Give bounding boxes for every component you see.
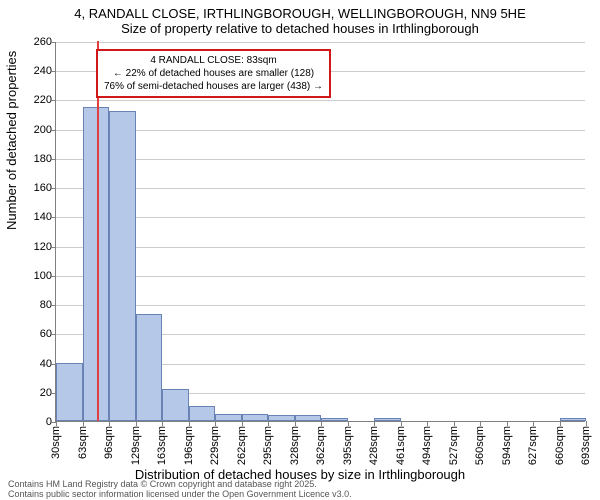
y-axis-label: Number of detached properties	[4, 51, 19, 230]
x-tick-label: 262sqm	[236, 426, 248, 465]
histogram-bar	[83, 107, 110, 421]
credits-line2: Contains public sector information licen…	[8, 490, 352, 500]
chart-title-main: 4, RANDALL CLOSE, IRTHLINGBOROUGH, WELLI…	[0, 0, 600, 21]
chart-container: 4, RANDALL CLOSE, IRTHLINGBOROUGH, WELLI…	[0, 0, 600, 500]
x-tick-label: 395sqm	[342, 426, 354, 465]
histogram-bar	[295, 415, 322, 421]
x-tick-label: 594sqm	[501, 426, 513, 465]
x-tick-label: 30sqm	[50, 426, 62, 459]
x-tick-label: 494sqm	[421, 426, 433, 465]
x-tick-label: 229sqm	[209, 426, 221, 465]
info-box-line3: 76% of semi-detached houses are larger (…	[104, 80, 323, 93]
x-tick-label: 295sqm	[262, 426, 274, 465]
x-tick-label: 627sqm	[527, 426, 539, 465]
histogram-bar	[215, 414, 242, 421]
info-box: 4 RANDALL CLOSE: 83sqm ← 22% of detached…	[96, 49, 331, 98]
histogram-bar	[136, 314, 163, 421]
histogram-bar	[242, 414, 269, 421]
x-tick-label: 461sqm	[395, 426, 407, 465]
x-tick-label: 96sqm	[103, 426, 115, 459]
info-box-line1: 4 RANDALL CLOSE: 83sqm	[104, 54, 323, 67]
x-tick-label: 362sqm	[315, 426, 327, 465]
x-tick-label: 428sqm	[368, 426, 380, 465]
x-tick-label: 527sqm	[448, 426, 460, 465]
x-tick-label: 328sqm	[289, 426, 301, 465]
histogram-bar	[560, 418, 587, 421]
x-tick-label: 129sqm	[130, 426, 142, 465]
histogram-bar	[162, 389, 189, 421]
x-tick-label: 693sqm	[580, 426, 592, 465]
histogram-bar	[56, 363, 83, 421]
info-box-line2: ← 22% of detached houses are smaller (12…	[104, 67, 323, 80]
chart-title-sub: Size of property relative to detached ho…	[0, 21, 600, 36]
histogram-bar	[109, 111, 136, 421]
property-marker-line	[97, 41, 99, 421]
x-tick-label: 63sqm	[77, 426, 89, 459]
grid-line	[56, 42, 585, 43]
histogram-bar	[268, 415, 295, 421]
histogram-bar	[189, 406, 216, 421]
x-tick-label: 560sqm	[474, 426, 486, 465]
histogram-bar	[374, 418, 401, 421]
x-tick-label: 196sqm	[183, 426, 195, 465]
grid-line	[56, 100, 585, 101]
credits: Contains HM Land Registry data © Crown c…	[8, 480, 352, 500]
plot-area: 02040608010012014016018020022024026030sq…	[55, 42, 585, 422]
x-tick-label: 660sqm	[554, 426, 566, 465]
x-tick-label: 163sqm	[156, 426, 168, 465]
histogram-bar	[321, 418, 348, 421]
